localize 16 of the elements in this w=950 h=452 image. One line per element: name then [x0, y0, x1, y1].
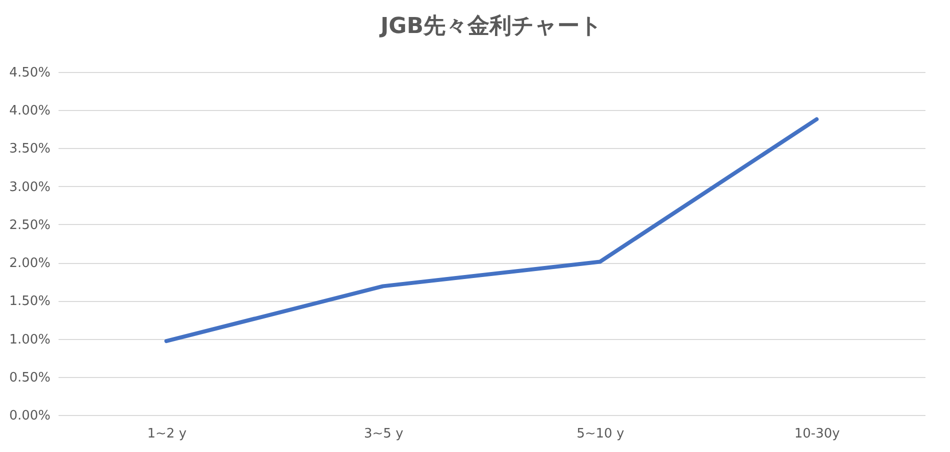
y-tick-label: 3.00% [9, 180, 50, 195]
y-tick-label: 2.00% [9, 256, 50, 272]
line-series [164, 117, 819, 344]
y-tick-label: 2.50% [9, 218, 50, 233]
y-tick-label: 1.50% [9, 294, 50, 310]
y-tick-label: 0.50% [9, 370, 50, 386]
y-tick-label: 3.50% [9, 142, 50, 157]
x-tick-label: 5~10 y [576, 426, 624, 442]
y-tick-label: 1.00% [9, 332, 50, 348]
x-tick-label: 10-30y [794, 426, 840, 442]
x-tick-label: 1~2 y [147, 426, 187, 442]
y-tick-label: 4.50% [9, 66, 50, 80]
y-tick-label: 4.00% [9, 104, 50, 119]
chart-title: JGB先々金利チャート [378, 14, 603, 39]
x-tick-label: 3~5 y [364, 426, 404, 442]
y-tick-label: 0.00% [9, 408, 50, 424]
